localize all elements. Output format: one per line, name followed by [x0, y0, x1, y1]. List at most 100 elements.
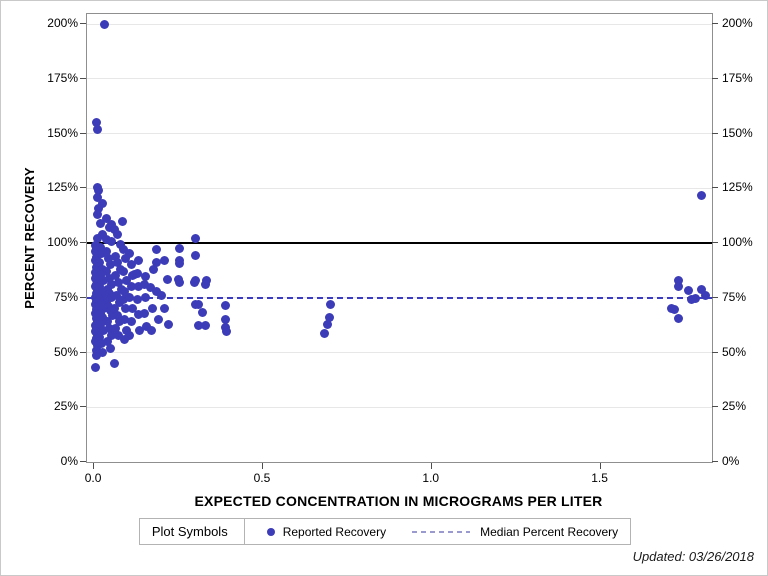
data-point	[97, 199, 107, 209]
data-point	[90, 363, 100, 373]
x-tick-label: 1.5	[591, 471, 608, 485]
data-point	[325, 312, 335, 322]
data-point	[94, 332, 104, 342]
y-tick-mark	[712, 406, 718, 408]
data-point	[110, 323, 120, 333]
data-point	[135, 326, 145, 336]
legend: Plot Symbols Reported Recovery Median Pe…	[138, 518, 632, 545]
data-point	[98, 326, 108, 336]
y-tick-mark	[80, 296, 86, 298]
data-point	[119, 315, 129, 325]
data-point	[102, 247, 112, 257]
y-tick-mark	[80, 406, 86, 408]
data-point	[153, 315, 163, 325]
data-point	[134, 282, 144, 292]
data-point	[120, 253, 130, 263]
data-point	[113, 330, 123, 340]
data-point	[118, 245, 128, 255]
data-point	[102, 235, 112, 245]
y-tick-mark	[80, 242, 86, 244]
data-point	[145, 283, 155, 293]
data-point	[112, 310, 122, 320]
data-point	[133, 269, 143, 279]
y-tick-mark	[80, 77, 86, 79]
data-point	[107, 330, 117, 340]
data-point	[674, 282, 684, 292]
y-tick-label-right: 0%	[722, 454, 740, 468]
y-tick-label-left: 175%	[47, 70, 78, 85]
data-point	[140, 293, 150, 303]
data-point	[102, 317, 112, 327]
gridline	[87, 133, 712, 135]
data-point	[107, 310, 117, 320]
y-tick-mark	[712, 77, 718, 79]
gridline	[87, 78, 712, 80]
x-tick-mark	[599, 463, 601, 469]
data-point	[197, 307, 207, 317]
data-point	[105, 323, 115, 333]
data-point	[93, 203, 103, 213]
data-point	[107, 237, 117, 247]
data-point	[92, 234, 102, 244]
data-point	[111, 271, 121, 281]
data-point	[133, 295, 143, 305]
data-point	[95, 218, 105, 228]
y-tick-label-left: 125%	[47, 180, 78, 195]
data-point	[110, 251, 120, 261]
data-point	[101, 267, 111, 276]
data-point	[99, 19, 109, 29]
y-tick-mark	[712, 187, 718, 189]
data-point	[152, 245, 162, 255]
y-tick-label-right: 125%	[722, 180, 753, 195]
gridline	[87, 187, 712, 189]
data-point	[175, 259, 185, 269]
data-point	[112, 229, 122, 239]
data-point	[115, 239, 125, 249]
y-tick-label-left: 200%	[47, 16, 78, 31]
data-point	[98, 291, 108, 301]
x-tick-label: 0.5	[253, 471, 271, 485]
median-line	[87, 296, 712, 299]
data-point	[94, 258, 104, 268]
legend-entry-label: Reported Recovery	[282, 524, 387, 539]
data-point	[128, 304, 138, 314]
data-point	[673, 314, 683, 324]
legend-divider	[243, 519, 245, 544]
data-point	[93, 185, 103, 195]
legend-entry-median-recovery: Median Percent Recovery	[386, 525, 618, 539]
data-point	[91, 345, 101, 355]
data-point	[201, 280, 211, 290]
y-tick-mark	[80, 187, 86, 189]
data-point	[106, 293, 116, 303]
y-tick-mark	[712, 351, 718, 353]
data-point	[113, 258, 123, 268]
gridline	[87, 23, 712, 25]
data-point	[134, 256, 144, 266]
data-point	[140, 272, 150, 282]
data-point	[105, 343, 115, 353]
data-point	[126, 317, 136, 327]
plot-area	[86, 13, 713, 463]
data-point	[119, 286, 129, 296]
data-point	[113, 277, 123, 287]
data-point	[221, 327, 231, 337]
x-tick-mark	[261, 463, 263, 469]
y-tick-mark	[712, 23, 718, 25]
y-tick-mark	[80, 351, 86, 353]
data-point	[697, 191, 707, 201]
data-point	[157, 291, 167, 301]
data-point	[147, 304, 157, 314]
data-point	[117, 216, 127, 226]
gridline	[87, 352, 712, 354]
y-tick-mark	[712, 132, 718, 134]
data-point	[109, 358, 119, 368]
y-tick-label-right: 75%	[722, 289, 747, 304]
data-point	[98, 348, 108, 358]
data-point	[105, 273, 115, 283]
data-point	[683, 285, 693, 295]
data-point	[152, 258, 162, 268]
y-tick-mark	[712, 296, 718, 298]
data-point	[160, 256, 170, 266]
data-point	[99, 275, 109, 285]
